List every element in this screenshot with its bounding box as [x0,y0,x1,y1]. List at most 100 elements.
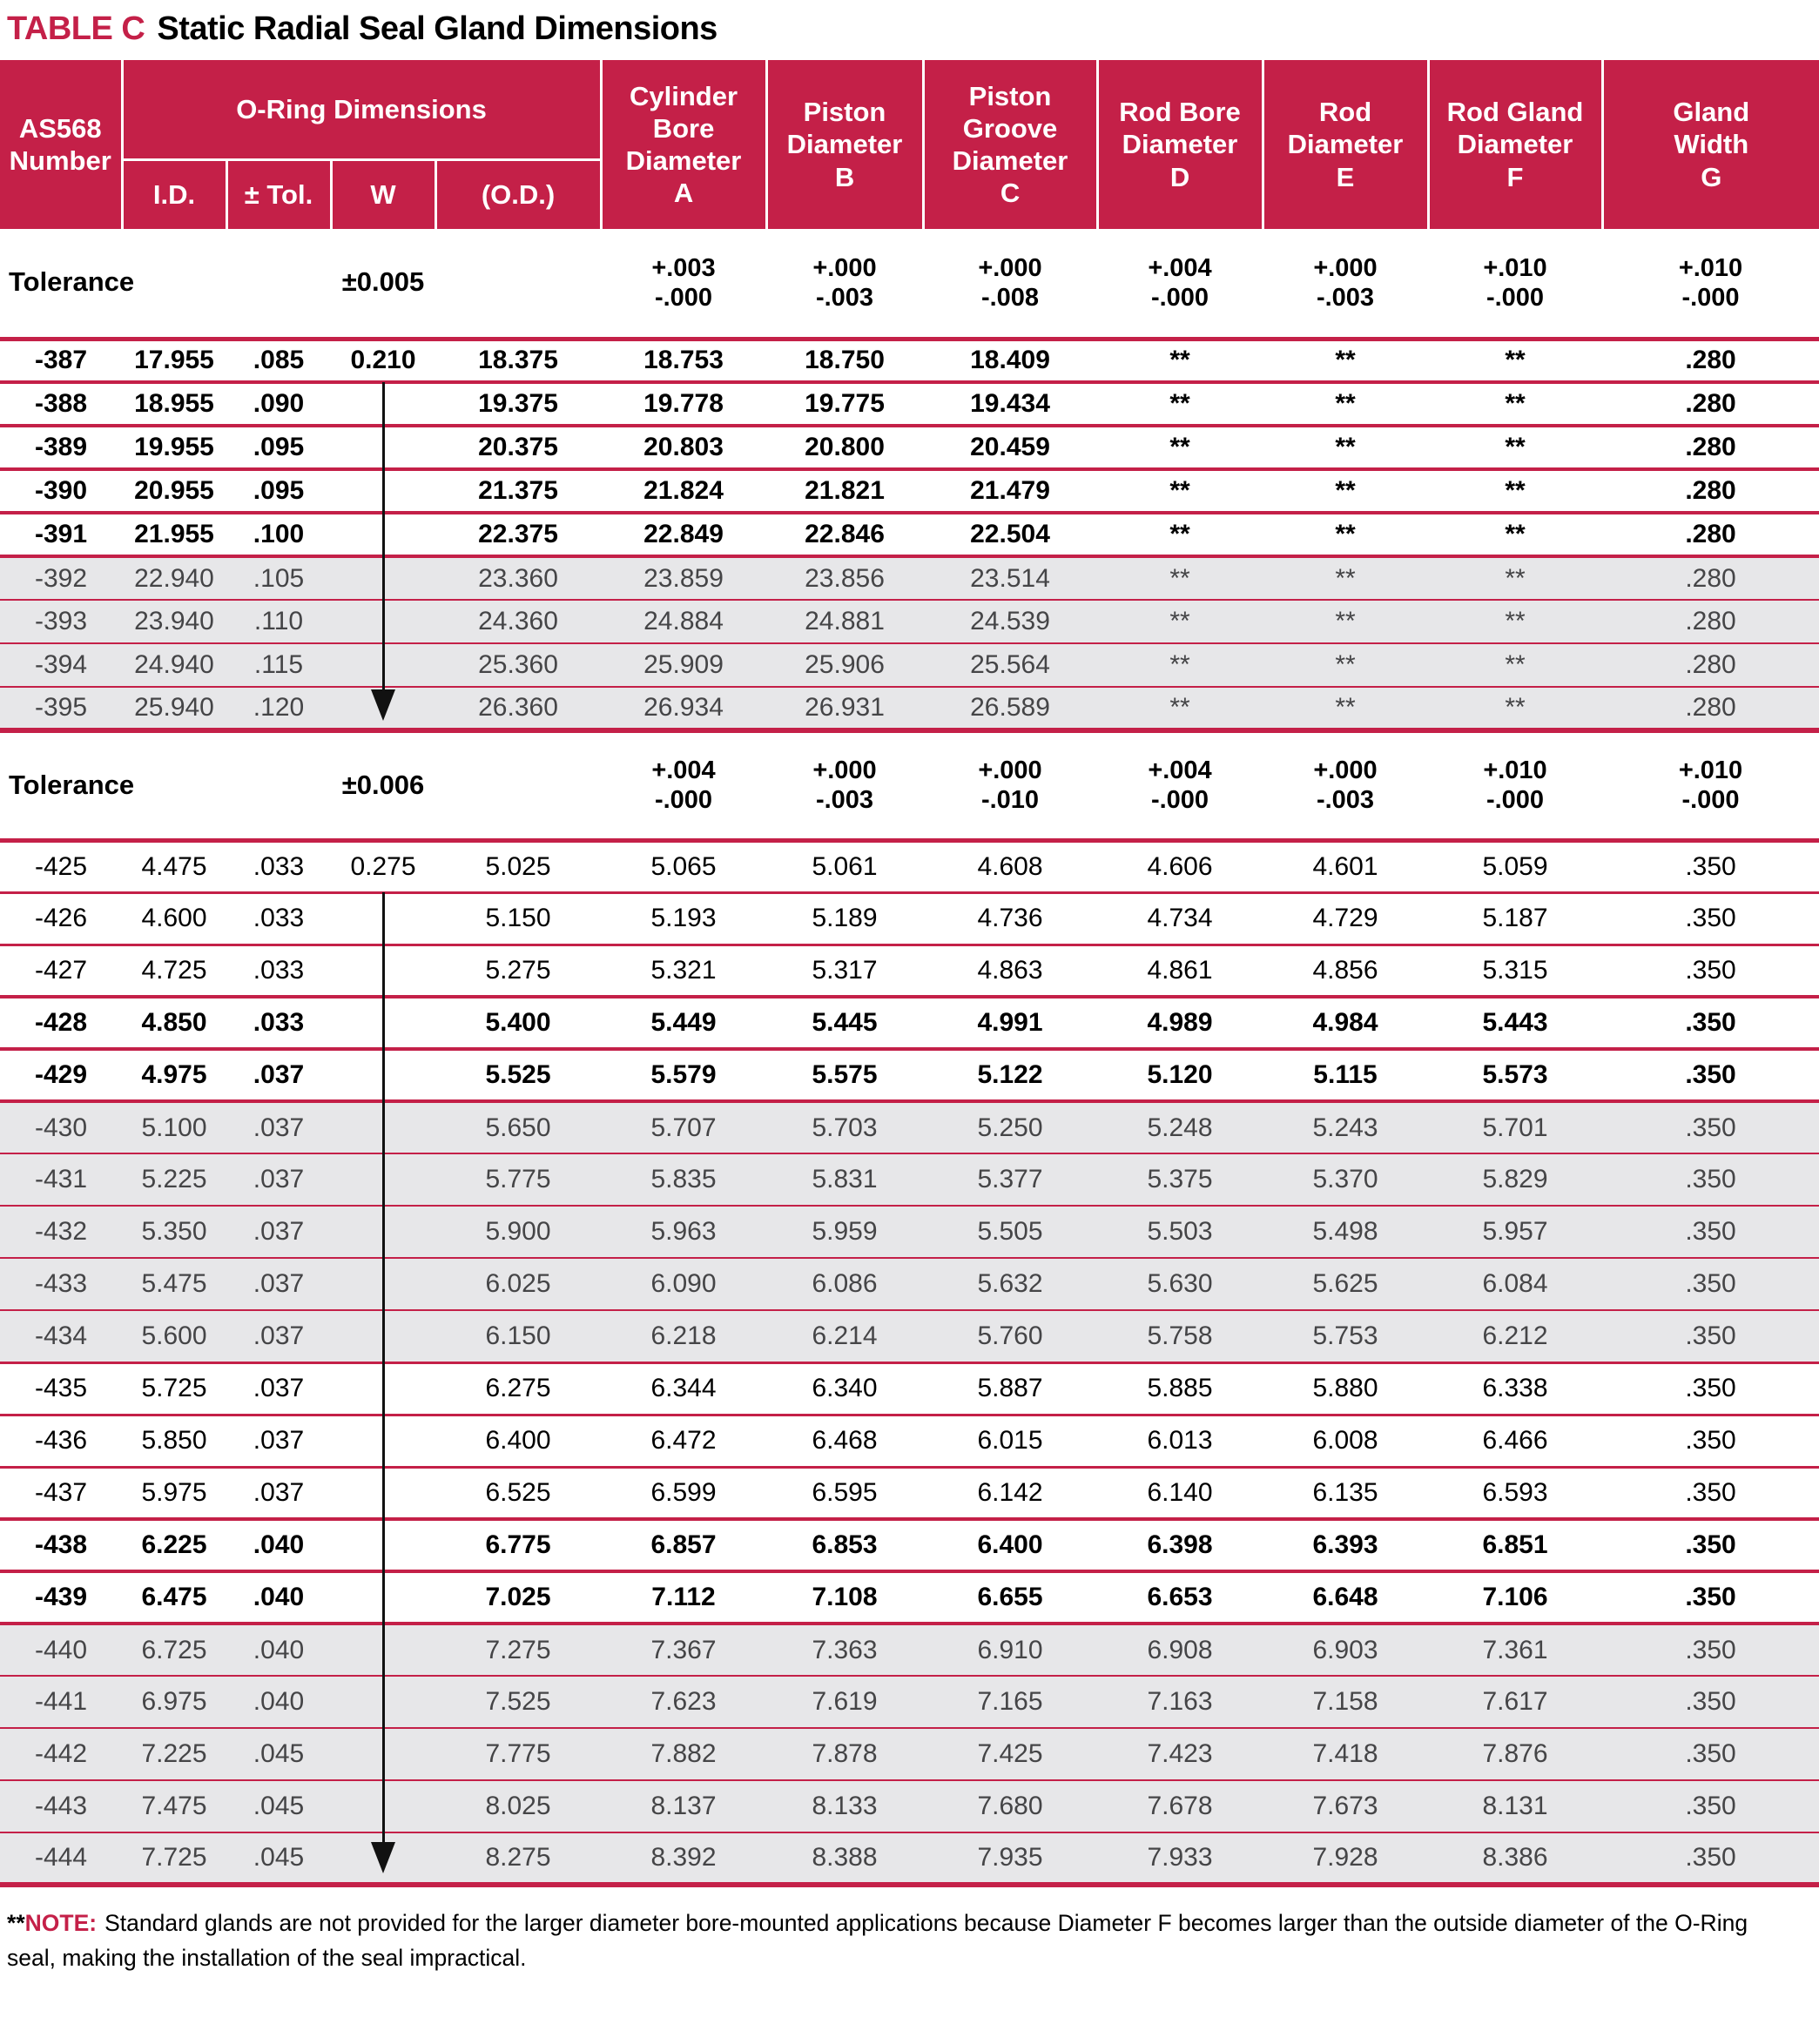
tolerance-d: +.004 -.000 [1097,229,1263,339]
cell-w [331,1675,435,1728]
cell-b: 5.831 [766,1153,924,1206]
cell-a: 8.137 [601,1779,767,1832]
cell-c: 7.935 [923,1832,1098,1887]
cell-as568: -438 [0,1517,122,1571]
cell-as568: -443 [0,1779,122,1832]
col-header-as568: AS568 Number [0,60,122,229]
cell-as568: -430 [0,1099,122,1153]
table-row: -438 6.225.040 6.775 6.857 6.853 6.400 6.398 6.… [0,1517,1819,1571]
cell-as568: -426 [0,891,122,945]
cell-f: 5.187 [1428,891,1603,945]
cell-a: 7.112 [601,1570,767,1624]
footnote-text: Standard glands are not provided for the… [7,1910,1748,1971]
cell-a: 7.623 [601,1675,767,1728]
cell-f: 6.851 [1428,1517,1603,1571]
cell-w [331,1361,435,1415]
cell-f: 7.361 [1428,1622,1603,1676]
cell-e: ** [1263,467,1429,513]
cell-c: 26.589 [923,686,1098,730]
cell-w [331,1153,435,1206]
cell-f: 8.386 [1428,1832,1603,1887]
cell-od: 22.375 [435,511,602,556]
cell-g: .350 [1602,1099,1819,1153]
cell-f: 6.466 [1428,1413,1603,1467]
cell-tol: .095 [226,424,331,469]
cell-a: 6.218 [601,1309,767,1362]
cell-e: 5.625 [1263,1257,1429,1310]
tolerance-e: +.000 -.003 [1263,728,1429,840]
cell-id: 6.225 [122,1517,226,1571]
table-row: -437 5.975.037 6.525 6.599 6.595 6.142 6.140 6.… [0,1465,1819,1519]
cell-tol: .045 [226,1727,331,1780]
cell-g: .350 [1602,1517,1819,1571]
cell-w [331,467,435,513]
col-group-oring-dimensions: O-Ring Dimensions [120,60,602,161]
cell-c: 4.991 [923,995,1098,1049]
cell-g: .280 [1602,642,1819,687]
col-header-gland-width-g: Gland Width G [1600,60,1819,229]
table-row: -392 22.940.105 23.360 23.859 23.856 23.514 **… [0,555,1819,600]
footnote-stars: ** [7,1910,25,1936]
table-body: Tolerance ±0.005 +.003 -.000 +.000 -.003 +.0… [0,229,1819,1887]
cell-d: 4.861 [1097,943,1263,997]
cell-tol: .110 [226,599,331,643]
cell-od: 20.375 [435,424,602,469]
tolerance-g: +.010 -.000 [1602,229,1819,339]
tolerance-c: +.000 -.008 [923,229,1098,339]
cell-e: ** [1263,686,1429,730]
table-row: -436 5.850.037 6.400 6.472 6.468 6.015 6.013 6.… [0,1413,1819,1467]
cell-od: 5.650 [435,1099,602,1153]
cell-d: 6.140 [1097,1465,1263,1519]
cell-a: 7.882 [601,1727,767,1780]
cell-b: 8.133 [766,1779,924,1832]
cell-c: 4.863 [923,943,1098,997]
cell-w [331,1205,435,1258]
cell-e: ** [1263,380,1429,426]
cell-w [331,1465,435,1519]
cell-g: .350 [1602,837,1819,892]
cell-c: 5.632 [923,1257,1098,1310]
cell-a: 6.344 [601,1361,767,1415]
cell-f: 6.212 [1428,1309,1603,1362]
cell-e: 7.928 [1263,1832,1429,1887]
cell-od: 7.025 [435,1570,602,1624]
table-row: -390 20.955.095 21.375 21.824 21.821 21.479 **… [0,467,1819,513]
cell-id: 5.100 [122,1099,226,1153]
tolerance-a: +.003 -.000 [601,229,767,339]
cell-d: 4.989 [1097,995,1263,1049]
cell-od: 24.360 [435,599,602,643]
cell-c: 19.434 [923,380,1098,426]
cell-c: 23.514 [923,555,1098,600]
tolerance-f: +.010 -.000 [1428,229,1603,339]
cell-as568: -435 [0,1361,122,1415]
cell-g: .350 [1602,1047,1819,1101]
cell-as568: -429 [0,1047,122,1101]
cell-od: 5.150 [435,891,602,945]
cell-f: ** [1428,424,1603,469]
cell-id: 22.940 [122,555,226,600]
cell-b: 26.931 [766,686,924,730]
cell-od: 5.525 [435,1047,602,1101]
cell-e: ** [1263,336,1429,382]
cell-f: 7.617 [1428,1675,1603,1728]
cell-id: 5.225 [122,1153,226,1206]
cell-e: 5.243 [1263,1099,1429,1153]
cell-b: 6.214 [766,1309,924,1362]
cell-as568: -432 [0,1205,122,1258]
cell-w [331,1517,435,1571]
cell-as568: -390 [0,467,122,513]
cell-a: 6.090 [601,1257,767,1310]
cell-w [331,1413,435,1467]
cell-tol: .040 [226,1675,331,1728]
cell-c: 6.142 [923,1465,1098,1519]
cell-id: 7.725 [122,1832,226,1887]
cell-c: 4.608 [923,837,1098,892]
cell-e: 4.601 [1263,837,1429,892]
cell-id: 17.955 [122,336,226,382]
cell-id: 24.940 [122,642,226,687]
cell-e: 7.418 [1263,1727,1429,1780]
cell-g: .350 [1602,1465,1819,1519]
cell-c: 18.409 [923,336,1098,382]
cell-id: 6.725 [122,1622,226,1676]
cell-tol: .033 [226,837,331,892]
